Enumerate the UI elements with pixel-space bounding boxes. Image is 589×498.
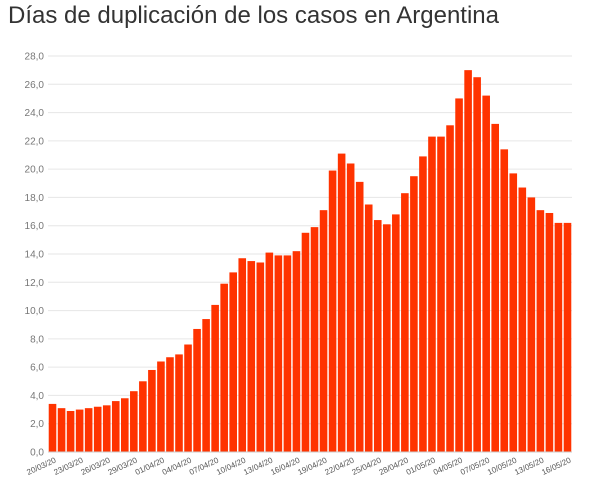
- bar: [166, 357, 174, 452]
- x-tick-label: 07/05/20: [459, 455, 492, 477]
- y-tick-label: 16,0: [25, 221, 45, 232]
- bar: [410, 176, 418, 452]
- y-tick-label: 14,0: [25, 250, 45, 261]
- y-tick-label: 20,0: [25, 165, 45, 176]
- x-tick-label: 29/03/20: [107, 455, 140, 477]
- y-axis-ticks: 0,0 2,0 4,0 6,0 8,0 10,0 12,0 14,0 16,0 18,0 20,0 2…: [25, 52, 45, 459]
- bar: [491, 123, 499, 452]
- x-tick-label: 13/05/20: [513, 455, 546, 477]
- x-tick-label: 01/04/20: [134, 455, 167, 477]
- bar: [139, 381, 147, 452]
- x-tick-label: 22/04/20: [323, 455, 356, 477]
- y-tick-label: 6,0: [30, 363, 44, 374]
- bar: [419, 156, 427, 452]
- y-tick-label: 22,0: [25, 136, 45, 147]
- bar: [518, 187, 527, 452]
- y-tick-label: 12,0: [25, 278, 45, 289]
- bar: [84, 408, 93, 452]
- bar: [455, 98, 463, 453]
- bar: [111, 401, 120, 452]
- y-tick-label: 2,0: [30, 419, 44, 430]
- bar: [292, 251, 301, 452]
- y-tick-label: 24,0: [25, 108, 45, 119]
- bar: [446, 125, 454, 453]
- bar: [500, 149, 509, 452]
- x-tick-label: 01/05/20: [405, 455, 438, 477]
- x-tick-label: 28/04/20: [378, 455, 411, 477]
- bar: [57, 408, 66, 452]
- bar: [383, 224, 391, 452]
- bar: [428, 136, 436, 453]
- bar: [373, 220, 382, 452]
- bar: [473, 77, 481, 453]
- bar: [437, 136, 445, 453]
- bar: [554, 222, 563, 452]
- bar: [337, 153, 346, 452]
- bar: [48, 403, 57, 452]
- bar: [310, 227, 319, 452]
- bar: [319, 210, 328, 452]
- bar: [93, 406, 102, 452]
- y-tick-label: 8,0: [30, 334, 44, 345]
- bar: [211, 304, 219, 452]
- x-tick-label: 10/04/20: [215, 455, 248, 477]
- bar: [193, 328, 201, 452]
- x-axis-ticks: 20/03/2023/03/2026/03/2029/03/2001/04/20…: [25, 455, 572, 477]
- bar: [130, 391, 138, 452]
- bar: [401, 193, 409, 452]
- bar: [563, 222, 572, 452]
- y-tick-label: 28,0: [25, 52, 45, 63]
- bar: [238, 258, 247, 452]
- y-tick-label: 4,0: [30, 391, 44, 402]
- bar: [283, 255, 292, 452]
- x-tick-label: 23/03/20: [52, 455, 85, 477]
- bar: [265, 252, 274, 452]
- bar: [328, 170, 337, 452]
- bars: [48, 70, 572, 453]
- x-tick-label: 10/05/20: [486, 455, 519, 477]
- x-tick-label: 16/04/20: [269, 455, 302, 477]
- bar: [184, 344, 192, 452]
- x-tick-label: 04/05/20: [432, 455, 465, 477]
- bar: [509, 173, 518, 452]
- bar: [355, 181, 364, 452]
- x-tick-label: 26/03/20: [80, 455, 113, 477]
- bar: [229, 272, 237, 452]
- bar: [220, 283, 228, 452]
- bar: [301, 232, 310, 452]
- bar: [175, 354, 183, 452]
- x-tick-label: 20/03/20: [25, 455, 58, 477]
- x-tick-label: 19/04/20: [296, 455, 329, 477]
- x-tick-label: 07/04/20: [188, 455, 221, 477]
- bar: [75, 409, 84, 452]
- bar: [121, 398, 129, 452]
- bar: [364, 204, 373, 452]
- y-tick-label: 10,0: [25, 306, 45, 317]
- bar: [66, 410, 75, 452]
- x-tick-label: 16/05/20: [540, 455, 573, 477]
- x-tick-label: 04/04/20: [161, 455, 194, 477]
- y-tick-label: 18,0: [25, 193, 45, 204]
- chart-title: Días de duplicación de los casos en Arge…: [8, 2, 499, 29]
- bar: [102, 405, 111, 452]
- bar: [482, 95, 490, 452]
- bar: [202, 319, 210, 452]
- bar: [545, 212, 554, 452]
- y-tick-label: 26,0: [25, 80, 45, 91]
- bar: [148, 369, 156, 452]
- bar: [346, 163, 355, 453]
- bar: [536, 210, 545, 452]
- bar: [157, 361, 165, 452]
- bar: [256, 262, 265, 452]
- bar: [464, 70, 472, 452]
- bar: [274, 255, 283, 452]
- bar: [527, 197, 536, 452]
- bar: [247, 261, 256, 452]
- y-tick-label: 0,0: [30, 448, 44, 459]
- x-tick-label: 25/04/20: [351, 455, 384, 477]
- bar: [392, 214, 400, 452]
- x-tick-label: 13/04/20: [242, 455, 275, 477]
